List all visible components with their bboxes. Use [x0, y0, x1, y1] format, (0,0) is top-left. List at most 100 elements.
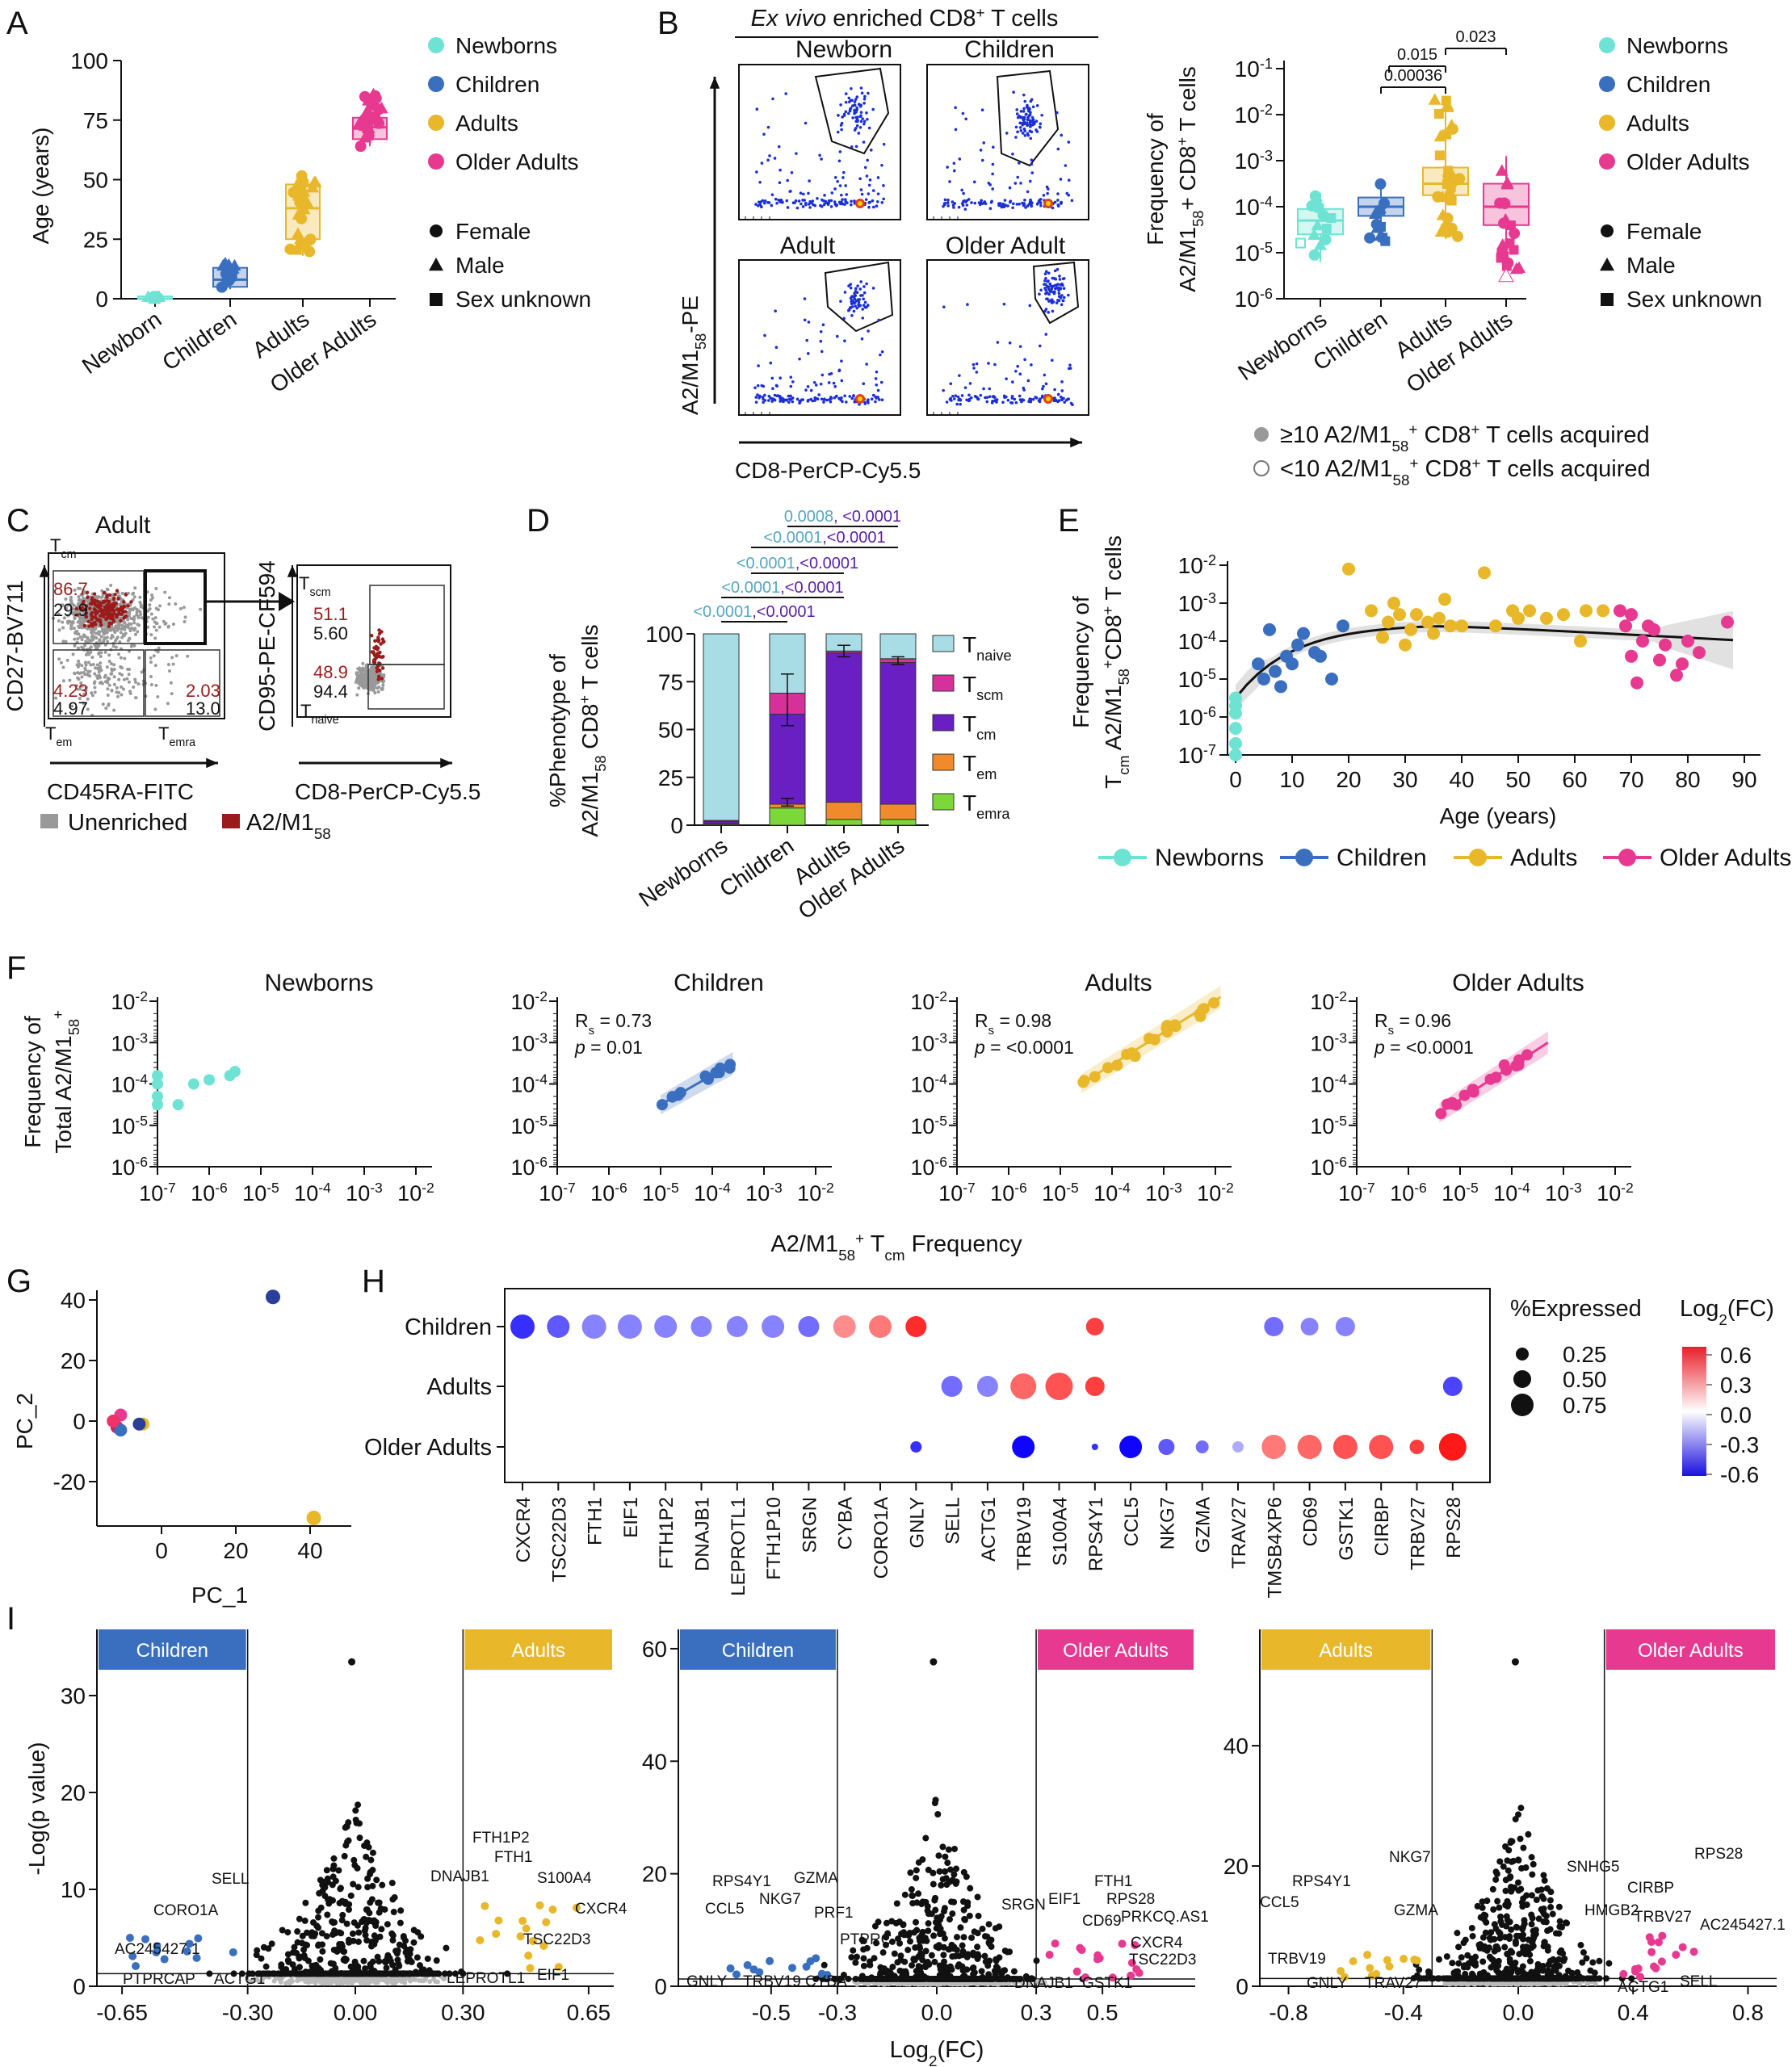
- point: [1308, 249, 1320, 261]
- event-dot: [358, 669, 362, 673]
- group-header-label: Children: [722, 1640, 794, 1662]
- event-dot: [882, 197, 885, 201]
- x-tick-label: Newborns: [1233, 307, 1331, 386]
- event-dot: [115, 686, 119, 690]
- event-dot: [1018, 121, 1022, 125]
- event-dot: [990, 199, 993, 203]
- event-dot: [1022, 127, 1026, 131]
- data-point: [1252, 657, 1265, 671]
- point: [141, 290, 155, 302]
- event-dot: [120, 685, 124, 689]
- event-dot: [148, 603, 152, 607]
- data-point: [1433, 611, 1446, 625]
- gene-point: [384, 1921, 391, 1928]
- gene-point: [820, 1961, 828, 1968]
- event-dot: [90, 614, 94, 618]
- gene-point: [950, 1981, 955, 1987]
- event-dot: [1034, 396, 1038, 399]
- event-dot: [64, 639, 68, 644]
- event-dot: [836, 179, 839, 183]
- event-dot: [89, 663, 93, 667]
- event-dot: [859, 294, 862, 297]
- event-dot: [788, 190, 792, 193]
- event-dot: [841, 198, 844, 201]
- x-tick-label: 10-4: [694, 1180, 731, 1205]
- event-dot: [118, 640, 122, 644]
- event-dot: [57, 612, 61, 616]
- event-dot: [862, 285, 866, 288]
- legend-label: A2/M158: [246, 810, 331, 842]
- y-tick-label: -20: [53, 1470, 86, 1495]
- point-open: [1498, 267, 1514, 283]
- event-dot: [852, 309, 856, 313]
- event-dot: [90, 618, 94, 622]
- event-dot: [833, 175, 837, 179]
- event-dot: [781, 400, 785, 403]
- gene-point: [324, 1911, 331, 1918]
- event-dot: [1060, 133, 1064, 137]
- event-dot: [1061, 283, 1064, 287]
- data-point: [1257, 673, 1270, 686]
- event-dot: [1009, 199, 1013, 203]
- event-dot: [1029, 397, 1033, 401]
- event-dot: [132, 595, 136, 599]
- event-dot: [806, 400, 810, 403]
- gene-point: [325, 1970, 332, 1977]
- event-dot: [1023, 134, 1027, 137]
- y-tick-label: 10-2: [1235, 102, 1273, 128]
- event-dot: [1028, 179, 1032, 183]
- gene-point: [967, 1885, 974, 1892]
- event-dot: [376, 677, 380, 681]
- gene-point: [443, 1944, 450, 1952]
- event-dot: [132, 615, 136, 619]
- data-point: [1089, 1071, 1101, 1083]
- y-tick-label: 10-3: [1178, 590, 1216, 616]
- event-dot: [1051, 358, 1054, 363]
- gene-point: [975, 1952, 982, 1960]
- density-hotspot: [858, 201, 862, 206]
- x-tick-label: 0.5: [1087, 2000, 1118, 2025]
- event-dot: [867, 91, 870, 95]
- gene-point: [319, 1881, 326, 1889]
- event-dot: [851, 299, 854, 303]
- y-axis-label: PC_2: [12, 1393, 37, 1449]
- event-dot: [112, 708, 116, 712]
- legend-marker: [932, 635, 955, 652]
- event-dot: [154, 683, 158, 687]
- gene-point: [946, 1916, 953, 1923]
- data-point: [1435, 1108, 1447, 1120]
- gene-label: FTH1P2: [656, 1497, 678, 1569]
- gene-point: [356, 1834, 363, 1842]
- event-dot: [105, 635, 109, 639]
- event-dot: [112, 609, 116, 613]
- event-dot: [945, 400, 949, 404]
- arrow-head: [709, 77, 720, 89]
- event-dot: [1056, 203, 1060, 207]
- gene-point: [950, 1945, 957, 1952]
- gene-point: [940, 1943, 947, 1951]
- event-dot: [1022, 386, 1026, 390]
- event-dot: [90, 694, 94, 698]
- event-dot: [133, 677, 137, 681]
- x-tick-label: 10-6: [1390, 1180, 1427, 1205]
- gene-point: [313, 1961, 320, 1968]
- event-dot: [789, 394, 792, 398]
- gene-point: [397, 1919, 404, 1927]
- event-dot: [992, 394, 996, 398]
- x-tick-label: 0.00: [334, 2000, 378, 2025]
- event-dot: [1028, 304, 1032, 308]
- event-dot: [1030, 115, 1034, 119]
- event-dot: [877, 318, 881, 322]
- event-dot: [138, 595, 142, 599]
- event-dot: [995, 398, 999, 401]
- event-dot: [804, 388, 808, 392]
- x-axis-label: A2/M158+ Tcm Frequency: [770, 1230, 1022, 1264]
- flow-plot-title: Older Adult: [946, 233, 1066, 259]
- gene-point: [366, 1910, 373, 1917]
- event-dot: [859, 111, 863, 114]
- event-dot: [836, 130, 840, 134]
- event-dot: [90, 610, 94, 615]
- event-dot: [1043, 287, 1047, 290]
- point: [359, 119, 372, 131]
- event-dot: [857, 132, 861, 135]
